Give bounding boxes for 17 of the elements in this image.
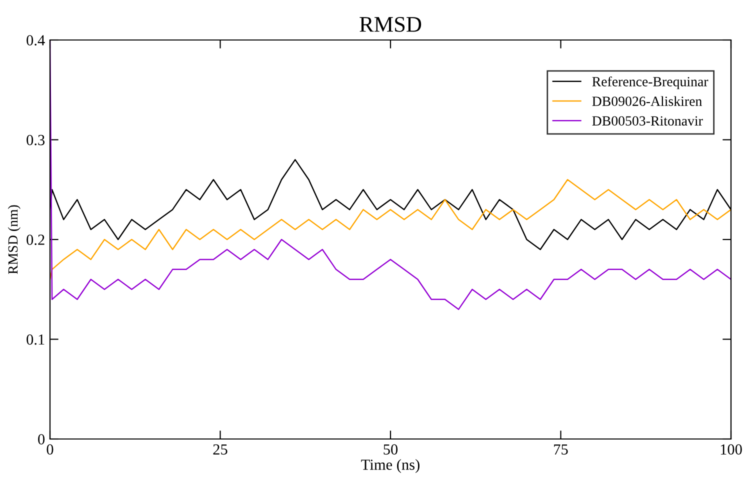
x-tick-label: 100 xyxy=(720,444,742,455)
legend-label: DB00503-Ritonavir xyxy=(592,116,703,126)
x-tick-label: 0 xyxy=(46,444,54,455)
chart-title: RMSD xyxy=(360,16,422,32)
y-tick-label: 0.3 xyxy=(26,134,45,146)
x-tick-label: 25 xyxy=(213,444,228,455)
x-tick-label: 75 xyxy=(554,444,568,455)
legend-label: Reference-Brequinar xyxy=(592,76,708,90)
y-tick-label: 0 xyxy=(38,434,45,444)
y-tick-label: 0.2 xyxy=(26,234,44,246)
x-axis-title: Time (ns) xyxy=(361,459,420,473)
y-axis-title: RMSD (nm) xyxy=(8,205,20,274)
legend-label: DB09026-Aliskiren xyxy=(592,96,702,106)
y-tick-label: 0.1 xyxy=(26,334,44,345)
y-tick-label: 0.4 xyxy=(26,35,45,46)
line-series xyxy=(50,179,731,280)
x-tick-label: 50 xyxy=(384,444,398,455)
